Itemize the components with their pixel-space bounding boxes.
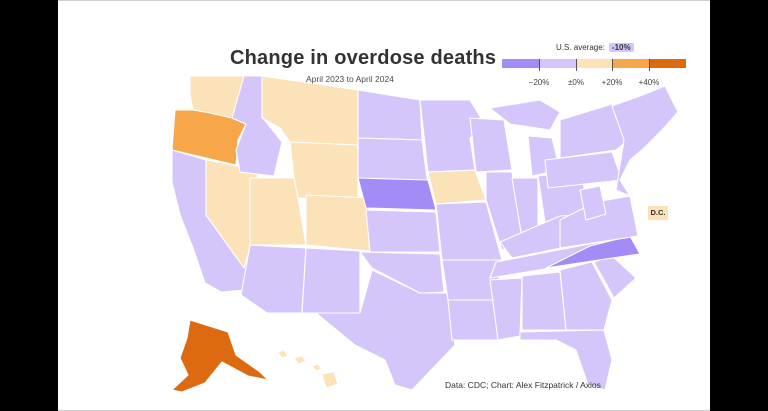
state-wy: [289, 141, 359, 201]
state-id: [231, 75, 283, 177]
legend-swatch-2: [538, 59, 576, 68]
state-ga: [559, 261, 613, 331]
state-tx: [315, 269, 456, 391]
legend-color-scale: [502, 59, 686, 68]
state-hi: [277, 349, 339, 389]
legend: U.S. average: -10% −20% ±0% +20% +40%: [502, 43, 686, 93]
state-nd: [357, 89, 423, 141]
state-wi: [469, 117, 513, 173]
legend-heading: U.S. average: -10%: [556, 43, 634, 52]
state-ak: [171, 319, 269, 393]
state-az: [240, 244, 307, 314]
state-fl: [519, 329, 613, 391]
state-nm: [301, 247, 361, 314]
chart-title: Change in overdose deaths: [230, 47, 497, 69]
state-ks: [365, 209, 441, 253]
state-ia: [427, 169, 487, 205]
legend-swatch-5: [649, 59, 686, 68]
legend-heading-text: U.S. average:: [556, 43, 605, 52]
source-credit: Data: CDC; Chart: Alex Fitzpatrick / Axi…: [445, 380, 601, 390]
legend-tick-label: −20%: [528, 78, 550, 87]
legend-swatch-3: [575, 59, 613, 68]
state-wv: [579, 185, 607, 221]
state-la: [447, 299, 503, 341]
state-ut: [249, 177, 307, 246]
legend-swatch-1: [502, 59, 539, 68]
state-nc: [545, 235, 641, 269]
dc-label: D.C.: [648, 206, 668, 220]
chart-subtitle: April 2023 to April 2024: [306, 74, 394, 84]
legend-tick-mark: [539, 59, 540, 71]
legend-tick-mark: [649, 59, 650, 71]
letterbox-right: [710, 0, 768, 411]
legend-tick-label: ±0%: [568, 78, 584, 87]
state-al: [521, 271, 567, 331]
legend-swatch-4: [612, 59, 650, 68]
state-mo: [435, 201, 503, 261]
letterbox-left: [0, 0, 58, 411]
state-ny: [559, 103, 629, 159]
legend-tick-mark: [576, 59, 577, 71]
state-co: [305, 194, 371, 252]
legend-tick-label: +20%: [601, 78, 623, 87]
state-pa: [544, 151, 623, 189]
state-ne-region: [611, 85, 679, 197]
us-average-badge: -10%: [608, 43, 634, 52]
legend-tick-label: +40%: [638, 78, 660, 87]
legend-tick-mark: [612, 59, 613, 71]
state-ne: [357, 177, 437, 211]
